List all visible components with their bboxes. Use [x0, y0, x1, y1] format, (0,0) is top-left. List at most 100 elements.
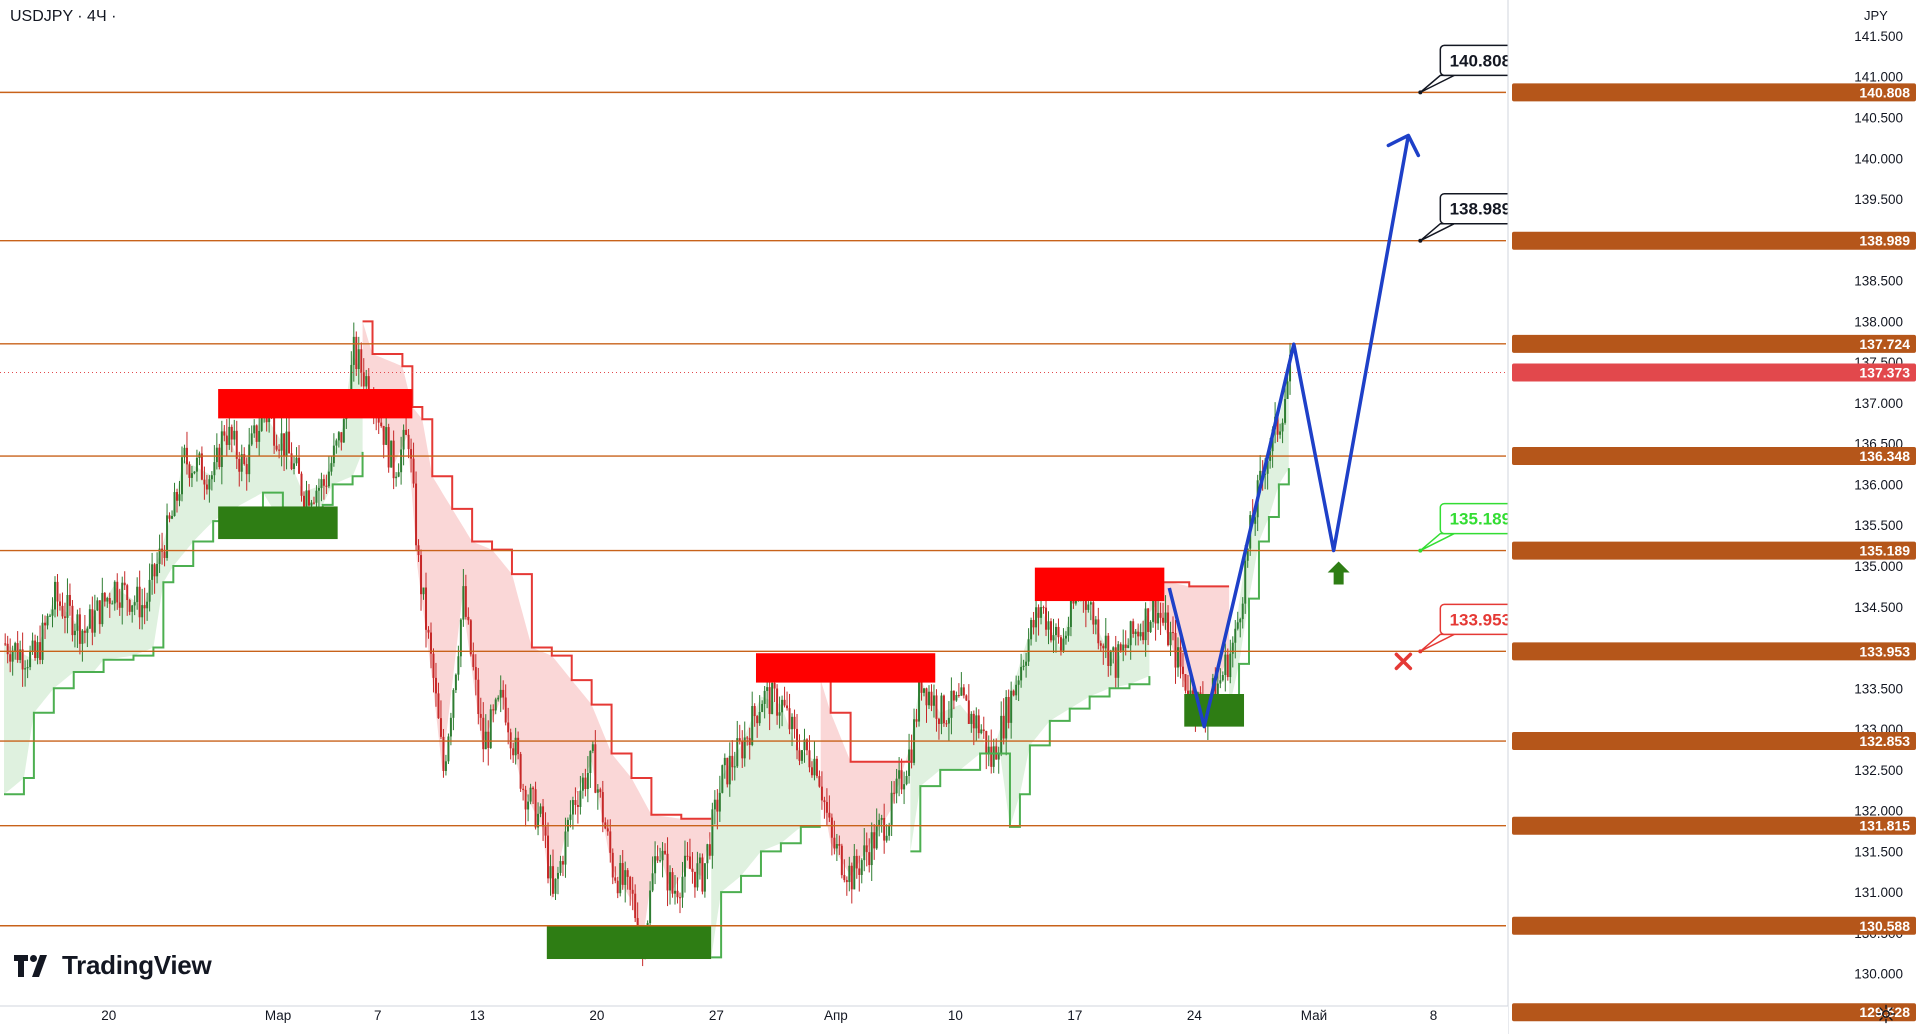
candle-body [1164, 612, 1167, 623]
candle-body [385, 427, 388, 445]
candle [987, 735, 990, 767]
candle-body [885, 835, 888, 841]
candle [360, 342, 363, 387]
candle-body [1139, 632, 1142, 637]
candle [544, 812, 547, 849]
candle-body [542, 806, 545, 827]
level-price-badge [1512, 334, 1916, 353]
candle-body [183, 447, 186, 458]
candle [422, 587, 425, 600]
candle-body [838, 844, 841, 846]
candle-body [98, 600, 101, 625]
candle-body [726, 757, 729, 785]
candle [230, 424, 233, 453]
candle-body [833, 837, 836, 849]
candle-body [723, 757, 726, 766]
candle [527, 794, 530, 822]
callout-pointer [1419, 222, 1455, 242]
candle [529, 783, 532, 805]
candle-body [4, 643, 7, 645]
candle-body [987, 746, 990, 755]
candle-body [1127, 645, 1130, 648]
candle-body [925, 688, 928, 706]
candle-body [205, 484, 208, 490]
price-tick-label: 139.500 [1854, 192, 1903, 207]
candle-body [1112, 647, 1115, 651]
candle [763, 686, 766, 719]
symbol-title[interactable]: USDJPY · 4Ч · [10, 8, 117, 25]
candle [449, 712, 452, 746]
candle-body [708, 844, 711, 856]
candle [200, 446, 203, 481]
candle [614, 866, 617, 884]
candle [507, 707, 510, 745]
candle-body [629, 876, 632, 890]
candle [756, 714, 759, 738]
candle-body [34, 640, 37, 659]
candle [4, 633, 7, 646]
candle-body [596, 789, 599, 793]
candle [153, 562, 156, 594]
price-axis[interactable]: 130.000130.500131.000131.500132.000132.5… [1507, 0, 1920, 1034]
candle-body [238, 458, 241, 472]
candle-body [761, 703, 764, 712]
candle [307, 484, 310, 508]
candle [1017, 675, 1020, 702]
candle [813, 741, 816, 781]
price-axis-bg [1508, 0, 1920, 1034]
candle [982, 716, 985, 739]
candle-body [1159, 612, 1162, 618]
candle-body [101, 592, 104, 625]
candle-body [1246, 548, 1249, 561]
price-tick-label: 136.000 [1854, 477, 1903, 492]
candle-body [1264, 473, 1267, 475]
candle [1117, 641, 1120, 689]
settings-gear-icon[interactable] [1876, 1004, 1896, 1024]
candle-body [659, 860, 662, 862]
candle [674, 875, 677, 905]
candle-body [773, 682, 776, 689]
candle [56, 574, 59, 617]
price-tick-label: 131.500 [1854, 844, 1903, 859]
support-zone-5 [1184, 694, 1245, 727]
trail-fills [4, 321, 1289, 958]
forecast-line [1167, 135, 1411, 729]
candle [151, 552, 154, 595]
candle-body [499, 689, 502, 698]
candle [138, 570, 141, 630]
candle [828, 795, 831, 823]
candle-body [860, 860, 863, 875]
candle-body [268, 416, 271, 423]
candle-body [1129, 621, 1132, 646]
candle [1027, 628, 1030, 667]
trail-fill-5 [1149, 582, 1230, 709]
candle-body [910, 749, 913, 763]
candle [492, 704, 495, 723]
currency-selector[interactable]: JPY [1864, 8, 1888, 23]
candle [1162, 602, 1165, 626]
candle [848, 856, 851, 892]
price-tick-label: 138.500 [1854, 274, 1903, 289]
candle [1059, 634, 1062, 656]
candle [524, 785, 527, 827]
candle-body [713, 799, 716, 810]
candle [93, 594, 96, 637]
candle-body [143, 605, 146, 609]
candle-body [225, 435, 228, 445]
candle-body [664, 850, 667, 854]
candle [776, 684, 779, 725]
candle [320, 472, 323, 502]
candle [1052, 618, 1055, 653]
candle-body [957, 695, 960, 697]
candle-body [203, 479, 206, 485]
support-zone-1 [218, 506, 338, 540]
candle [1266, 458, 1269, 490]
candle-body [121, 582, 124, 608]
candle [554, 878, 557, 900]
candle [1102, 643, 1105, 665]
trail-fill-2 [711, 696, 821, 958]
candle [838, 835, 841, 855]
candle [166, 503, 169, 561]
time-axis[interactable]: 20 Мар 7 13 20 27 Апр 10 17 24 Май 8 [0, 1005, 1508, 1034]
